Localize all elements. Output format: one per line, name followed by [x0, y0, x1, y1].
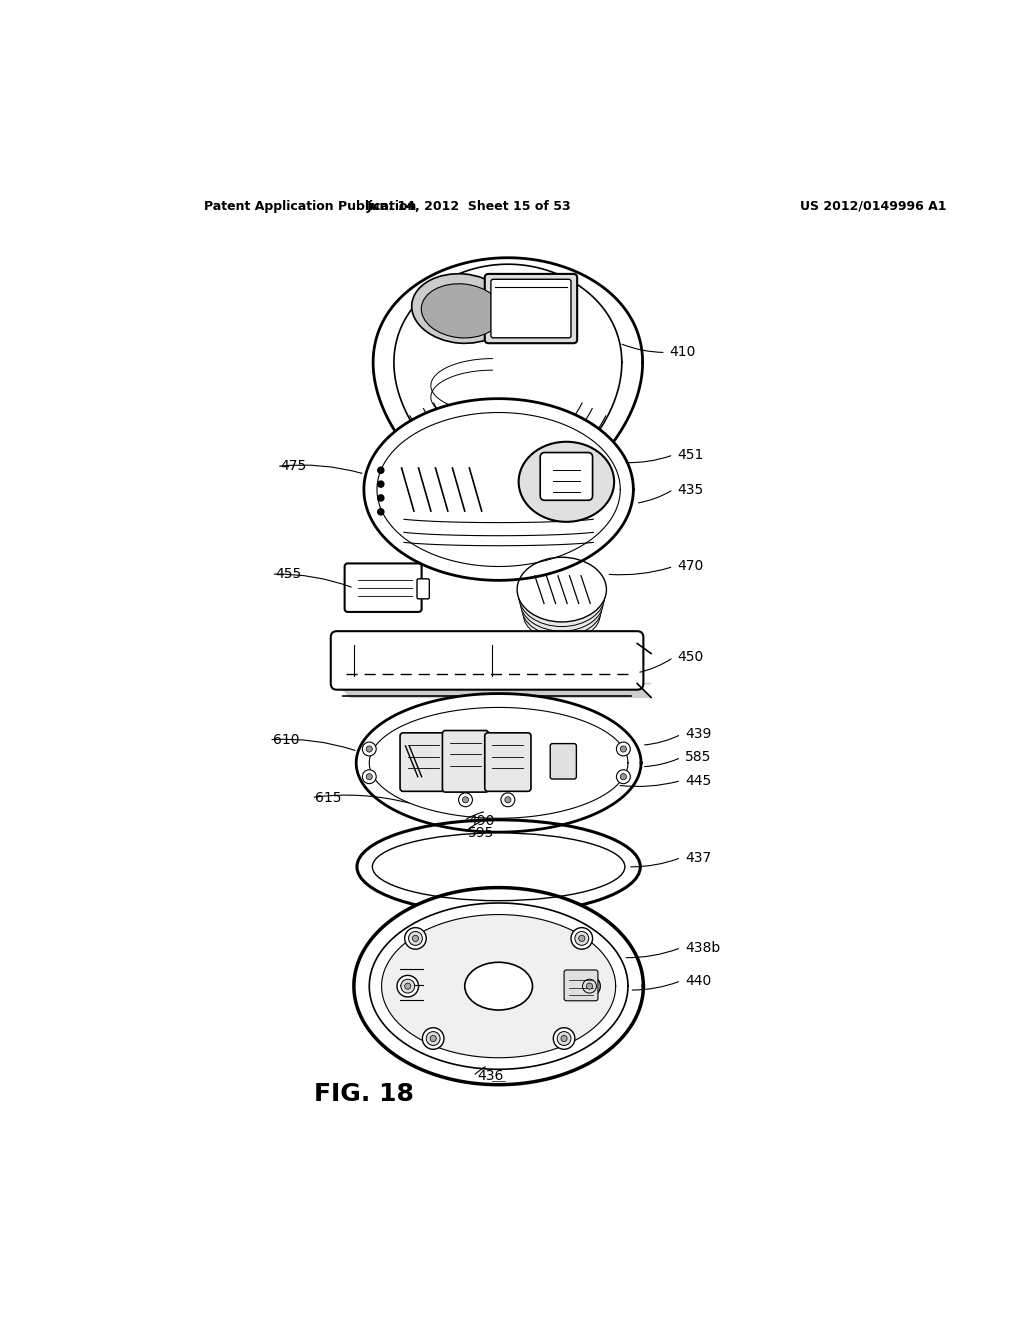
Text: 470: 470	[677, 560, 703, 573]
Circle shape	[574, 932, 589, 945]
Ellipse shape	[465, 962, 532, 1010]
Text: 475: 475	[281, 459, 307, 474]
Text: FIG. 18: FIG. 18	[313, 1082, 414, 1106]
Circle shape	[367, 746, 373, 752]
FancyBboxPatch shape	[442, 730, 488, 792]
Text: 438b: 438b	[685, 941, 720, 954]
Ellipse shape	[471, 438, 545, 469]
Ellipse shape	[520, 573, 603, 631]
Circle shape	[430, 1035, 436, 1041]
Circle shape	[378, 467, 384, 474]
Circle shape	[571, 928, 593, 949]
Polygon shape	[337, 684, 651, 697]
Text: 490: 490	[468, 813, 495, 828]
Ellipse shape	[521, 581, 602, 636]
Text: 451: 451	[677, 447, 703, 462]
Ellipse shape	[421, 284, 502, 338]
Ellipse shape	[523, 589, 600, 640]
Circle shape	[404, 928, 426, 949]
Text: 440: 440	[685, 974, 712, 987]
Circle shape	[378, 508, 384, 515]
Circle shape	[463, 797, 469, 803]
Text: US 2012/0149996 A1: US 2012/0149996 A1	[801, 199, 947, 213]
Circle shape	[409, 932, 422, 945]
Circle shape	[378, 480, 384, 487]
Circle shape	[404, 983, 411, 989]
Polygon shape	[354, 887, 643, 1085]
Circle shape	[616, 770, 631, 784]
Text: Jun. 14, 2012  Sheet 15 of 53: Jun. 14, 2012 Sheet 15 of 53	[367, 199, 571, 213]
Ellipse shape	[517, 557, 606, 622]
Circle shape	[561, 1035, 567, 1041]
Circle shape	[579, 975, 600, 997]
FancyBboxPatch shape	[331, 631, 643, 689]
Ellipse shape	[518, 442, 614, 521]
FancyBboxPatch shape	[400, 733, 446, 792]
Text: 450: 450	[677, 651, 703, 664]
Polygon shape	[364, 399, 634, 581]
FancyBboxPatch shape	[484, 733, 531, 792]
FancyBboxPatch shape	[484, 275, 578, 343]
Circle shape	[413, 936, 419, 941]
Ellipse shape	[462, 430, 554, 473]
Circle shape	[397, 975, 419, 997]
Ellipse shape	[373, 833, 625, 900]
Ellipse shape	[357, 820, 640, 913]
Text: 595: 595	[468, 826, 495, 840]
Text: 585: 585	[685, 751, 712, 764]
Circle shape	[587, 983, 593, 989]
Circle shape	[400, 979, 415, 993]
Circle shape	[459, 793, 472, 807]
Text: 445: 445	[685, 774, 712, 788]
Polygon shape	[373, 257, 643, 504]
Polygon shape	[382, 915, 615, 1057]
Circle shape	[557, 1032, 571, 1045]
Circle shape	[426, 1032, 440, 1045]
FancyBboxPatch shape	[490, 280, 571, 338]
Circle shape	[553, 1028, 574, 1049]
Circle shape	[616, 742, 631, 756]
Circle shape	[501, 793, 515, 807]
FancyBboxPatch shape	[550, 743, 577, 779]
Circle shape	[621, 774, 627, 780]
FancyBboxPatch shape	[541, 453, 593, 500]
Ellipse shape	[518, 565, 605, 627]
Circle shape	[378, 495, 384, 502]
Circle shape	[422, 1028, 444, 1049]
Text: 436: 436	[477, 1069, 504, 1084]
Text: 437: 437	[685, 850, 712, 865]
Polygon shape	[356, 693, 641, 832]
Ellipse shape	[412, 273, 512, 343]
FancyBboxPatch shape	[564, 970, 598, 1001]
Circle shape	[621, 746, 627, 752]
Text: Patent Application Publication: Patent Application Publication	[204, 199, 416, 213]
Circle shape	[367, 774, 373, 780]
Text: 455: 455	[275, 568, 302, 581]
Text: 439: 439	[685, 727, 712, 742]
FancyBboxPatch shape	[417, 578, 429, 599]
Text: 410: 410	[670, 346, 696, 359]
FancyBboxPatch shape	[345, 564, 422, 612]
Text: 610: 610	[273, 733, 299, 747]
Circle shape	[505, 797, 511, 803]
Circle shape	[579, 936, 585, 941]
Circle shape	[583, 979, 596, 993]
Polygon shape	[394, 264, 622, 487]
Text: 435: 435	[677, 483, 703, 496]
Text: 615: 615	[315, 791, 342, 804]
Circle shape	[362, 770, 376, 784]
Circle shape	[362, 742, 376, 756]
